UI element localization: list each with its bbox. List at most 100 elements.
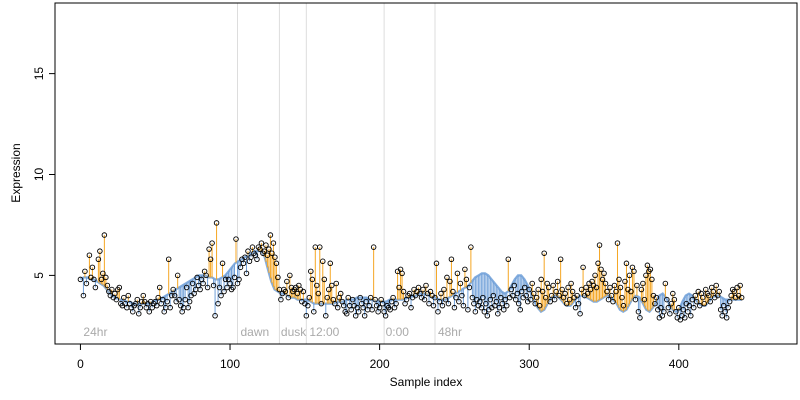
event-label: 0:00 [386, 325, 410, 339]
data-point [370, 244, 377, 250]
data-point [103, 274, 109, 281]
data-point [231, 274, 238, 281]
data-point [451, 304, 458, 311]
data-point [468, 244, 474, 250]
data-point [478, 304, 485, 311]
data-point [584, 290, 591, 297]
data-point [577, 310, 583, 317]
x-axis-title: Sample index [390, 375, 463, 389]
data-point [98, 276, 105, 283]
data-point [463, 276, 470, 283]
data-point [267, 232, 274, 238]
data-point [605, 296, 612, 303]
data-point [640, 280, 646, 287]
data-point [355, 308, 362, 315]
data-point [186, 298, 193, 305]
data-point [652, 300, 658, 307]
data-point [361, 313, 368, 319]
data-point [167, 304, 173, 311]
data-point [176, 296, 182, 303]
data-point [360, 304, 366, 311]
data-point [701, 300, 708, 307]
data-point [541, 250, 547, 256]
data-point [453, 294, 459, 301]
data-point [321, 276, 328, 283]
data-point [535, 286, 541, 293]
data-point [435, 308, 441, 315]
data-point [367, 294, 374, 301]
data-point [343, 310, 350, 317]
data-point [477, 298, 483, 305]
data-point [723, 315, 730, 321]
data-point [498, 294, 504, 301]
data-point [514, 290, 521, 297]
data-point [379, 300, 386, 307]
data-point [207, 256, 214, 263]
data-point [662, 280, 669, 287]
data-point [387, 306, 393, 313]
data-point [137, 304, 144, 311]
data-point [237, 264, 244, 271]
data-point [116, 284, 123, 291]
data-point [421, 296, 428, 303]
data-point [481, 308, 488, 315]
data-point [518, 288, 525, 295]
data-point [174, 272, 181, 279]
data-point [671, 296, 678, 303]
data-point [285, 294, 292, 301]
data-point [583, 284, 589, 291]
y-axis: 5 10 15 [32, 67, 56, 279]
data-point [632, 296, 639, 303]
data-point [420, 286, 426, 293]
data-point [664, 296, 670, 303]
data-point [601, 270, 607, 277]
data-point [212, 313, 218, 319]
data-point [329, 282, 335, 289]
data-point [278, 296, 284, 303]
data-point [580, 264, 586, 271]
data-point [513, 296, 519, 303]
data-point [644, 262, 651, 269]
data-point [309, 276, 316, 283]
data-point [547, 298, 553, 305]
data-point [130, 308, 136, 315]
data-point [287, 272, 293, 279]
data-point [529, 280, 535, 287]
data-point [308, 268, 314, 275]
data-point [352, 313, 359, 319]
data-point [206, 246, 212, 252]
data-point [548, 292, 555, 299]
data-point [284, 278, 290, 285]
data-point [270, 240, 277, 246]
data-point [501, 306, 507, 313]
data-point [483, 300, 489, 307]
data-point [168, 292, 175, 299]
data-point [459, 292, 465, 299]
data-point [77, 276, 84, 283]
event-label: dusk [281, 325, 307, 339]
data-point [333, 280, 339, 287]
data-point [221, 288, 227, 295]
data-point [533, 294, 540, 301]
data-point [155, 294, 161, 301]
data-point [236, 276, 242, 283]
data-point [595, 260, 601, 267]
data-point [317, 244, 323, 250]
data-point [450, 288, 456, 295]
data-point [156, 284, 163, 291]
data-point [559, 286, 565, 293]
data-point [311, 308, 317, 315]
x-axis: 0 100 200 300 400 [77, 343, 689, 371]
data-point [557, 256, 564, 263]
data-point [243, 270, 250, 277]
data-point [219, 260, 226, 267]
data-point [266, 246, 272, 252]
data-point [610, 298, 616, 305]
data-point [324, 294, 331, 301]
data-point [471, 300, 477, 307]
data-point [197, 286, 203, 293]
data-point [536, 302, 543, 309]
data-point [366, 302, 372, 309]
data-point [542, 294, 549, 301]
data-point [717, 306, 724, 313]
